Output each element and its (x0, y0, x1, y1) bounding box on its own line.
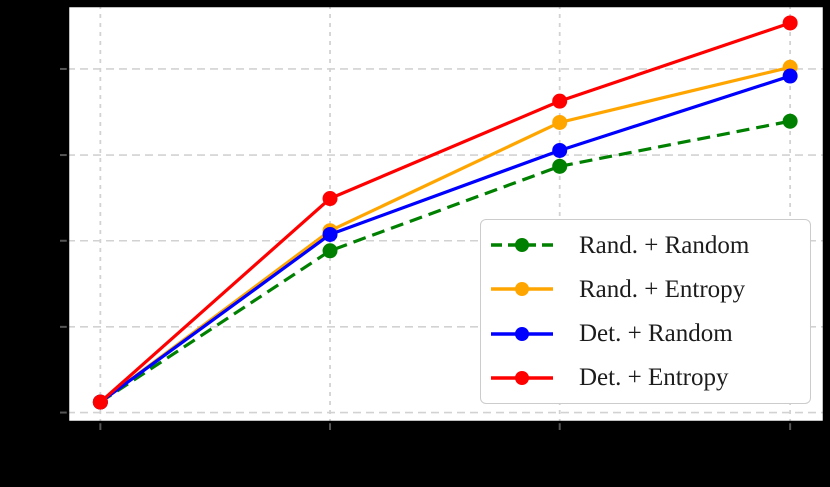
legend-line-sample (491, 326, 553, 341)
legend-sample-marker (515, 326, 529, 341)
plot-area: Rand. + Random Rand. + Entropy Det. + Ra… (60, 4, 826, 430)
legend-sample-marker (515, 238, 529, 253)
legend-item: Rand. + Random (481, 223, 810, 267)
series-marker-3 (322, 191, 338, 207)
chart-svg (60, 4, 826, 430)
legend-item: Det. + Entropy (481, 356, 810, 400)
axes-spines (66, 4, 826, 424)
legend-label: Rand. + Entropy (579, 275, 746, 303)
legend-item: Det. + Random (481, 312, 810, 356)
legend-label: Rand. + Random (579, 231, 750, 259)
series-marker-3 (92, 394, 108, 410)
series-marker-2 (782, 68, 798, 84)
legend: Rand. + Random Rand. + Entropy Det. + Ra… (480, 219, 811, 404)
legend-label: Det. + Entropy (579, 364, 729, 392)
series-line-3 (99, 21, 791, 404)
legend-line-sample (491, 238, 553, 253)
series-line-2 (99, 74, 791, 404)
legend-sample-marker (515, 282, 529, 297)
series-marker-0 (552, 158, 568, 174)
legend-sample-marker (515, 370, 529, 385)
legend-line-sample (491, 282, 553, 297)
legend-label: Det. + Random (579, 320, 733, 348)
series-marker-2 (322, 226, 338, 242)
series-marker-0 (782, 113, 798, 129)
series-marker-3 (782, 15, 798, 31)
series-marker-1 (552, 114, 568, 130)
legend-item: Rand. + Entropy (481, 267, 810, 311)
series-marker-0 (322, 243, 338, 259)
series-marker-3 (552, 93, 568, 109)
legend-line-sample (491, 370, 553, 385)
series-marker-2 (552, 142, 568, 158)
